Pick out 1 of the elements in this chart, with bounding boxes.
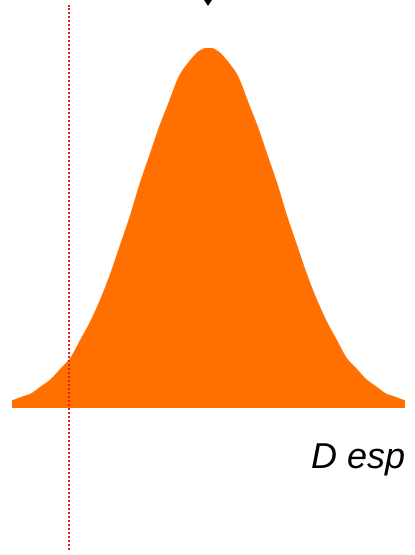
x-axis-title: D esp: [310, 435, 405, 476]
